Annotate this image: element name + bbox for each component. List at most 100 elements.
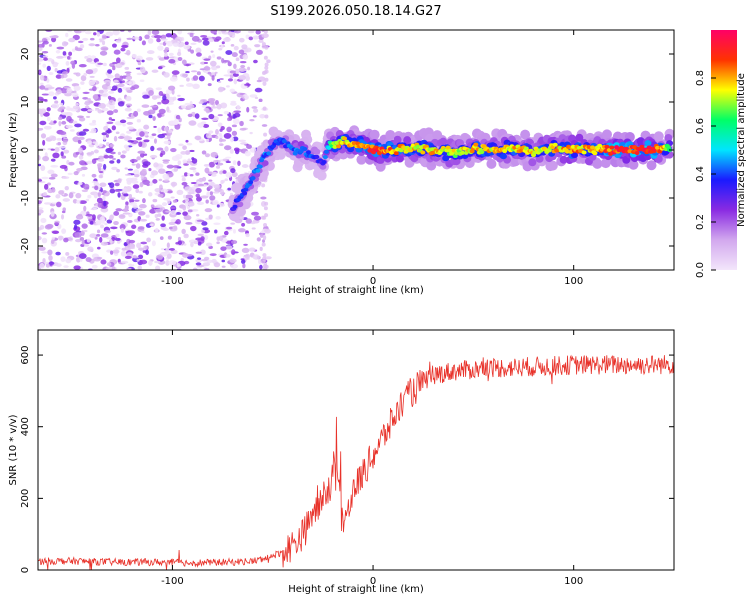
spectrogram-noise-speckle — [229, 102, 237, 106]
spectrogram-noise-speckle — [174, 221, 179, 224]
spectrogram-noise-speckle — [149, 208, 157, 214]
spectrogram-noise-speckle — [43, 183, 49, 190]
spectrogram-noise-speckle — [131, 256, 139, 259]
spectrogram-noise-speckle — [139, 259, 148, 265]
spectrogram-noise-speckle — [160, 188, 168, 194]
spectrogram-noise-speckle — [165, 247, 170, 254]
spectrogram-noise-speckle — [109, 239, 113, 244]
spectrogram-noise-speckle — [185, 70, 190, 74]
spectrogram-noise-speckle — [47, 169, 55, 175]
spectrogram-noise-speckle — [115, 189, 121, 193]
spectrogram-noise-speckle — [145, 57, 154, 61]
spectrogram-noise-speckle — [81, 173, 86, 177]
spectrogram-noise-speckle — [57, 235, 64, 241]
spectrogram-noise-speckle — [231, 52, 238, 58]
spectrogram-noise-speckle — [230, 44, 235, 47]
spectrogram-noise-speckle — [261, 42, 266, 47]
spectrogram-noise-speckle — [69, 129, 75, 132]
spectrogram-noise-speckle — [61, 120, 67, 125]
spectrogram-noise-speckle — [68, 51, 73, 56]
spectrogram-noise-speckle — [200, 195, 209, 199]
spectrogram-noise-speckle — [116, 159, 121, 164]
spectrogram-noise-speckle — [124, 136, 133, 140]
spectrogram-noise-speckle — [53, 120, 57, 124]
spectrogram-noise-speckle — [74, 123, 82, 128]
spectrogram-noise-speckle — [53, 96, 57, 100]
spectrogram-noise-speckle — [136, 156, 141, 161]
spectrogram-noise-speckle — [198, 177, 204, 182]
spectrogram-noise-speckle — [56, 70, 64, 74]
spectrogram-ridge-cell — [644, 140, 652, 147]
spectrogram-noise-speckle — [113, 79, 119, 83]
spectrogram-noise-speckle — [188, 202, 195, 207]
spectrogram-noise-speckle — [195, 262, 202, 266]
spectrogram-noise-speckle — [116, 168, 120, 173]
spectrogram-noise-speckle — [128, 230, 135, 235]
spectrogram-noise-speckle — [222, 170, 227, 174]
spectrogram-noise-speckle — [157, 213, 162, 217]
spectrogram-ridge-cell — [552, 142, 558, 147]
spectrogram-noise-speckle — [177, 160, 182, 166]
spectrogram-noise-speckle — [89, 233, 97, 239]
spectrogram-noise-speckle — [128, 79, 136, 86]
spectrogram-noise-speckle — [48, 261, 55, 265]
spectrogram-noise-speckle — [219, 170, 223, 175]
spectrogram-noise-speckle — [203, 58, 211, 61]
spectrogram-ridge-cell — [261, 160, 269, 167]
colorbar-tick-label: 0.8 — [695, 70, 706, 86]
spectrogram-noise-speckle — [109, 214, 115, 220]
spectrogram-noise-speckle — [263, 206, 268, 211]
spectrogram-noise-speckle — [147, 30, 152, 36]
spectrogram-noise-speckle — [80, 108, 88, 112]
spectrogram-ridge-cell — [266, 151, 272, 156]
spectrogram-noise-speckle — [202, 40, 210, 46]
spectrogram-noise-speckle — [180, 151, 187, 155]
spectrogram-noise-speckle — [100, 46, 109, 51]
spectrogram-noise-speckle — [83, 205, 87, 212]
spectrogram-noise-speckle — [44, 87, 49, 91]
spectrogram-noise-speckle — [60, 151, 64, 157]
spectrogram-noise-speckle — [86, 140, 93, 145]
spectrogram-noise-speckle — [172, 96, 177, 101]
spectrogram-noise-speckle — [231, 240, 238, 245]
spectrogram-noise-speckle — [108, 117, 113, 121]
spectrogram-noise-speckle — [38, 58, 44, 62]
spectrogram-noise-speckle — [78, 155, 84, 160]
spectrogram-noise-speckle — [137, 265, 143, 270]
spectrogram-ridge-cell — [597, 143, 603, 148]
spectrogram-noise-speckle — [156, 254, 163, 260]
spectrogram-noise-speckle — [262, 263, 267, 268]
snr-ytick-label: 600 — [20, 346, 31, 365]
spectrogram-noise-speckle — [51, 135, 57, 142]
spectrogram-noise-speckle — [120, 154, 126, 159]
spectrogram-noise-speckle — [266, 59, 271, 64]
spectrogram-noise-speckle — [220, 189, 225, 196]
spectrogram-noise-speckle — [43, 125, 52, 130]
spectrogram-noise-speckle — [258, 39, 264, 43]
spectrogram-noise-speckle — [212, 199, 219, 206]
spectrogram-noise-speckle — [126, 121, 134, 125]
spectrogram-noise-speckle — [233, 63, 237, 70]
spectrogram-ridge-cell — [499, 153, 507, 160]
spectrogram-noise-speckle — [176, 189, 184, 196]
spectrogram-noise-speckle — [38, 155, 41, 161]
spectrogram-noise-speckle — [137, 61, 142, 66]
spectrogram-noise-speckle — [54, 222, 60, 226]
colorbar-label: Normalized spectral amplitude — [736, 73, 747, 227]
spectrogram-noise-speckle — [98, 174, 103, 179]
spectrogram-noise-speckle — [141, 179, 150, 185]
spectrogram-noise-speckle — [75, 239, 82, 243]
spectrogram-ridge-cell — [473, 142, 479, 147]
spectrogram-noise-speckle — [108, 155, 114, 159]
spectrogram-noise-speckle — [162, 160, 169, 164]
spectrogram-noise-speckle — [177, 264, 182, 267]
spectrogram-noise-speckle — [161, 202, 168, 207]
spectrogram-noise-speckle — [218, 235, 224, 242]
spectrogram-noise-speckle — [80, 81, 85, 85]
spectrogram-noise-speckle — [107, 69, 113, 74]
spectrogram-noise-speckle — [44, 202, 52, 205]
spectrogram-noise-speckle — [49, 35, 58, 39]
snr-ylabel: SNR (10 * v/v) — [8, 414, 19, 485]
spectrogram-noise-speckle — [191, 35, 200, 42]
spectrogram-ridge-cell — [395, 154, 404, 163]
